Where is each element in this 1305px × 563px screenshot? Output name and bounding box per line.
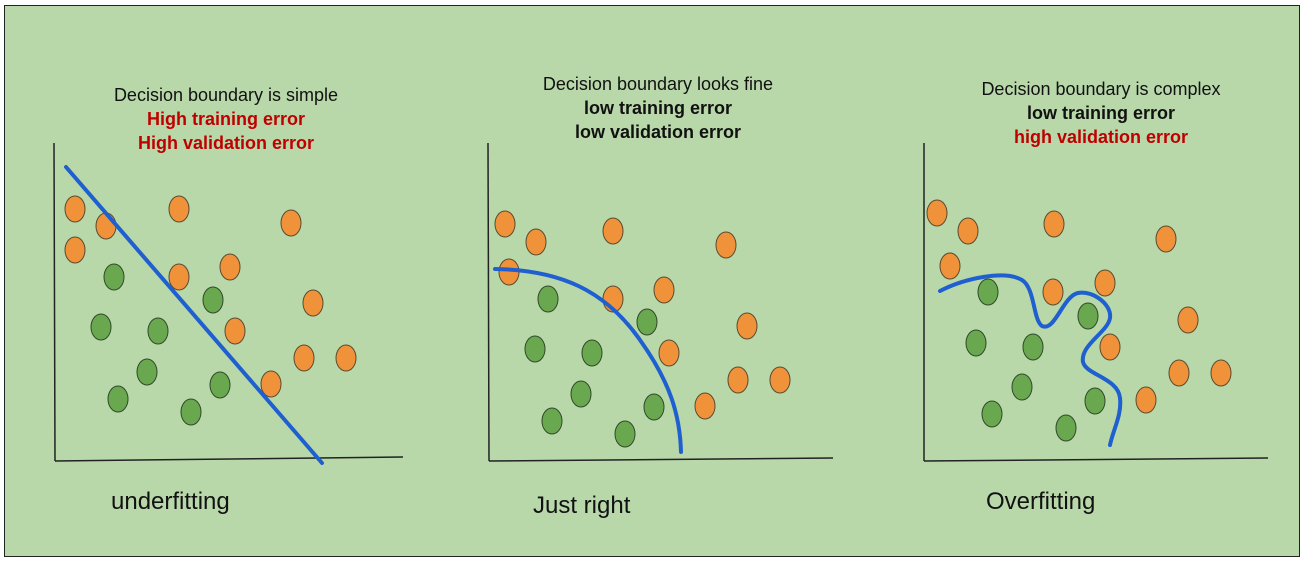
overfit-header: Decision boundary is complex low trainin… <box>931 77 1271 149</box>
green-point <box>209 371 231 399</box>
justright-plot <box>487 142 834 462</box>
orange-point <box>224 317 246 345</box>
orange-point <box>653 276 675 304</box>
justright-header: Decision boundary looks fine low trainin… <box>488 72 828 144</box>
orange-point <box>525 228 547 256</box>
underfit-x-axis <box>54 456 404 462</box>
green-point <box>636 308 658 336</box>
justright-header-line1: Decision boundary looks fine <box>542 74 774 94</box>
orange-point <box>1099 333 1121 361</box>
orange-point <box>302 289 324 317</box>
orange-point <box>280 209 302 237</box>
orange-point <box>1043 210 1065 238</box>
green-point <box>581 339 603 367</box>
orange-point <box>658 339 680 367</box>
orange-point <box>64 236 86 264</box>
orange-point <box>727 366 749 394</box>
green-point <box>614 420 636 448</box>
green-point <box>180 398 202 426</box>
orange-point <box>1094 269 1116 297</box>
green-point <box>103 263 125 291</box>
orange-point <box>219 253 241 281</box>
orange-point <box>260 370 282 398</box>
green-point <box>1055 414 1077 442</box>
orange-point <box>1210 359 1232 387</box>
green-point <box>90 313 112 341</box>
green-point <box>537 285 559 313</box>
orange-point <box>1177 306 1199 334</box>
justright-header-line2: low training error <box>583 98 733 118</box>
orange-point <box>1135 386 1157 414</box>
overfit-header-line3: high validation error <box>1013 127 1189 147</box>
orange-point <box>939 252 961 280</box>
orange-point <box>335 344 357 372</box>
orange-point <box>694 392 716 420</box>
orange-point <box>957 217 979 245</box>
justright-y-axis <box>487 142 490 462</box>
green-point <box>147 317 169 345</box>
underfit-decision-boundary <box>64 165 324 465</box>
green-point <box>1084 387 1106 415</box>
orange-point <box>95 212 117 240</box>
green-point <box>570 380 592 408</box>
green-point <box>136 358 158 386</box>
green-point <box>107 385 129 413</box>
orange-point <box>736 312 758 340</box>
overfit-caption: Overfitting <box>986 488 1096 515</box>
figure-background <box>4 5 1300 557</box>
underfit-caption: underfitting <box>111 488 230 515</box>
overfit-decision-boundary <box>938 273 1123 447</box>
justright-decision-boundary <box>493 267 683 454</box>
underfit-y-axis <box>53 142 56 462</box>
green-point <box>541 407 563 435</box>
orange-point <box>1042 278 1064 306</box>
underfit-header: Decision boundary is simple High trainin… <box>56 83 396 155</box>
orange-point <box>494 210 516 238</box>
orange-point <box>715 231 737 259</box>
green-point <box>202 286 224 314</box>
orange-point <box>168 263 190 291</box>
underfit-header-line2: High training error <box>146 109 305 129</box>
green-point <box>643 393 665 421</box>
orange-point <box>168 195 190 223</box>
green-point <box>1011 373 1033 401</box>
underfit-header-line1: Decision boundary is simple <box>113 85 339 105</box>
overfit-x-axis <box>923 457 1269 462</box>
orange-point <box>64 195 86 223</box>
justright-x-axis <box>488 457 834 462</box>
green-point <box>981 400 1003 428</box>
underfit-plot <box>53 142 404 465</box>
green-point <box>977 278 999 306</box>
orange-point <box>769 366 791 394</box>
overfit-header-line2: low training error <box>1026 103 1176 123</box>
orange-point <box>602 217 624 245</box>
underfit-header-line3: High validation error <box>137 133 315 153</box>
green-point <box>1077 302 1099 330</box>
orange-point <box>926 199 948 227</box>
overfit-header-line1: Decision boundary is complex <box>981 79 1221 99</box>
green-point <box>524 335 546 363</box>
justright-header-line3: low validation error <box>574 122 742 142</box>
overfit-plot <box>923 143 1269 462</box>
green-point <box>1022 333 1044 361</box>
orange-point <box>1155 225 1177 253</box>
green-point <box>965 329 987 357</box>
orange-point <box>293 344 315 372</box>
justright-caption: Just right <box>533 492 631 519</box>
orange-point <box>1168 359 1190 387</box>
